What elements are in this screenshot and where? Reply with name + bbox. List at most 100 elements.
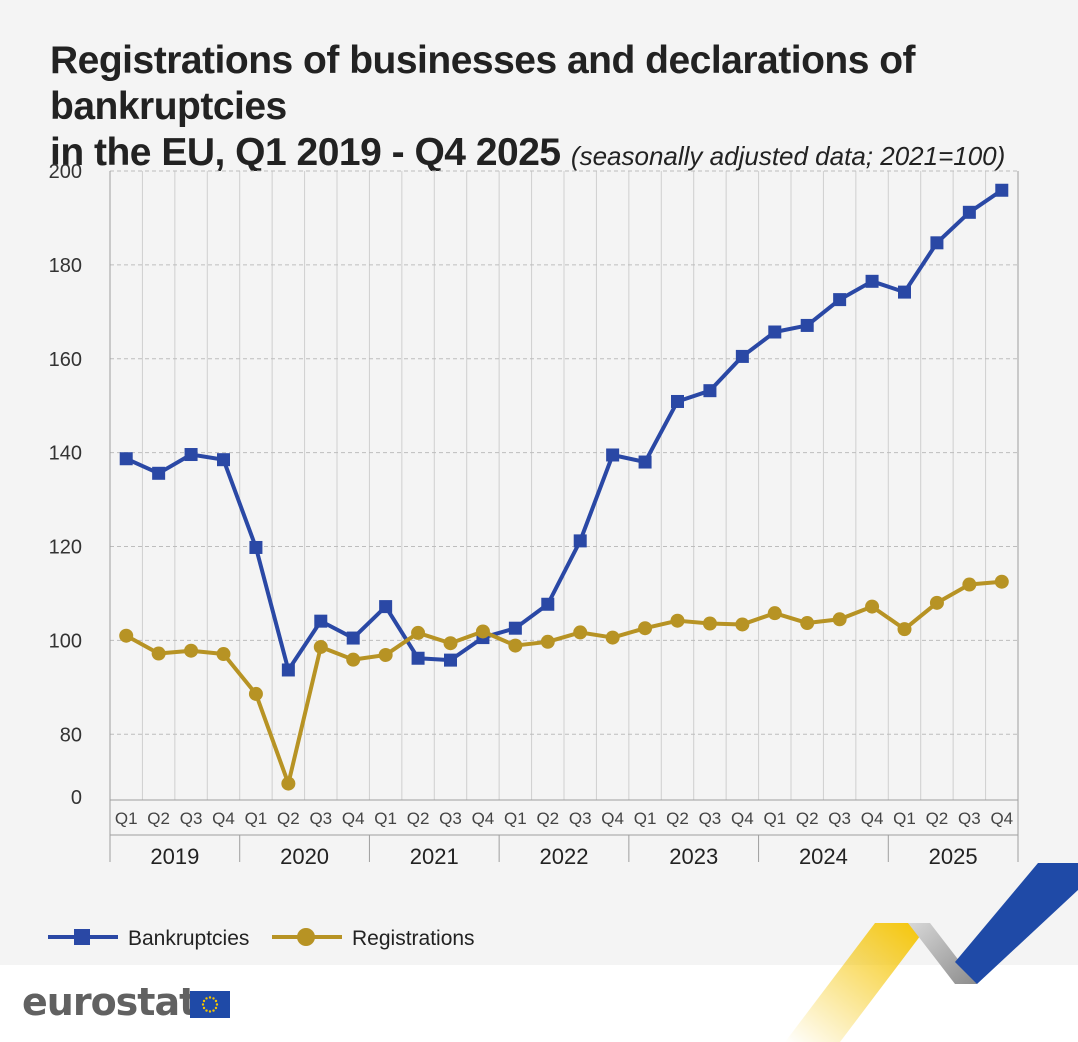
bankruptcies-marker [184,448,198,462]
line-chart: 200 180 160 140 120 100 80 0 Q1 Q2 Q3 Q4 Q1 Q2 Q3 Q4 Q1 Q… [48,161,1019,950]
bankruptcies-marker [444,653,457,667]
bankruptcies-marker [865,274,879,288]
eu-flag-icon [190,991,230,1018]
bankruptcies-marker [995,183,1009,197]
deco-yellow-stripe [785,923,930,1042]
bankruptcies-marker [411,651,425,665]
y-tick-label: 160 [49,349,82,371]
x-tick-label-quarter: Q3 [309,809,332,828]
bankruptcies-marker [314,614,328,628]
decorative-chevron-graphic [785,863,1078,1042]
x-tick-label-quarter: Q4 [990,809,1013,828]
registrations-marker [411,625,426,640]
bankruptcies-marker [573,534,587,548]
x-tick-label-quarter: Q3 [828,809,851,828]
registrations-marker [248,686,263,701]
registrations-marker [767,606,782,621]
registrations-marker [346,652,361,667]
x-tick-label-quarter: Q2 [147,809,170,828]
y-tick-label: 80 [60,724,82,746]
registrations-marker [605,630,620,645]
y-axis-break-label: 0 [71,787,82,809]
x-tick-label-year: 2023 [669,844,718,869]
bankruptcies-marker [930,236,944,250]
registrations-marker [865,599,880,614]
bankruptcies-line [125,188,1003,672]
registrations-marker [508,638,523,653]
x-tick-label-quarter: Q2 [536,809,559,828]
bankruptcies-marker [671,394,684,408]
x-tick-label-quarter: Q4 [601,809,624,828]
bankruptcies-marker [703,384,717,398]
bankruptcies-marker [833,293,847,307]
x-tick-label-year: 2025 [929,844,978,869]
x-tick-label-quarter: Q3 [180,809,203,828]
registrations-marker [281,776,296,791]
bankruptcies-marker [281,663,295,677]
registrations-marker [475,624,490,639]
registrations-marker [638,621,653,636]
chart-subtitle: (seasonally adjusted data; 2021=100) [570,141,1006,171]
registrations-marker [800,616,815,631]
registrations-marker [994,574,1009,589]
registrations-marker [313,639,328,654]
bankruptcies-marker [638,455,652,469]
x-tick-label-year: 2024 [799,844,848,869]
bankruptcies-marker [541,597,555,611]
registrations-marker [184,643,199,658]
registrations-marker [216,647,231,662]
x-tick-label-quarter: Q1 [893,809,916,828]
bankruptcies-marker [152,466,166,480]
x-tick-label-quarter: Q1 [245,809,268,828]
x-tick-label-quarter: Q4 [212,809,235,828]
y-tick-label: 100 [49,630,82,652]
y-tick-label: 140 [49,443,82,465]
registrations-marker [119,628,134,643]
registrations-marker [378,647,393,662]
bankruptcies-marker [346,631,360,645]
registrations-marker [573,625,588,640]
x-tick-label-quarter: Q3 [439,809,462,828]
legend-bankruptcies-marker [74,929,90,945]
x-tick-label-quarter: Q3 [958,809,981,828]
x-tick-label-year: 2019 [150,844,199,869]
bankruptcies-marker [508,621,522,635]
registrations-line [125,579,1002,786]
x-tick-label-quarter: Q1 [504,809,527,828]
x-tick-label-quarter: Q1 [763,809,786,828]
bankruptcies-marker [800,318,814,332]
footer-band [0,965,1078,1042]
bankruptcies-marker [249,540,263,554]
bankruptcies-marker [962,205,976,219]
bankruptcies-marker [735,349,749,363]
deco-grey-stripe [908,923,977,984]
x-tick-label-quarter: Q2 [666,809,689,828]
x-tick-label-quarter: Q3 [699,809,722,828]
x-tick-label-quarter: Q2 [926,809,949,828]
registrations-marker [929,595,944,610]
bankruptcies-marker [217,453,230,467]
registrations-marker [540,634,555,649]
registrations-marker [151,646,166,661]
registrations-marker [670,613,685,628]
legend-registrations-label: Registrations [352,927,475,950]
bankruptcies-marker [119,452,133,466]
title-line-2: in the EU, Q1 2019 - Q4 2025 [50,131,561,174]
y-tick-label: 200 [49,161,82,183]
deco-blue-stripe [955,863,1078,984]
x-tick-label-quarter: Q2 [277,809,300,828]
legend-registrations-marker [297,928,315,946]
eurostat-logo: eurostat [22,980,197,1024]
x-tick-label-year: 2022 [540,844,589,869]
x-tick-label-quarter: Q1 [374,809,397,828]
registrations-marker [832,612,847,627]
registrations-marker [443,636,458,651]
registrations-marker [735,617,750,632]
chart-title: Registrations of businesses and declarat… [50,38,1050,179]
y-tick-label: 180 [49,255,82,277]
x-tick-label-quarter: Q3 [569,809,592,828]
x-tick-label-year: 2021 [410,844,459,869]
x-tick-label-year: 2020 [280,844,329,869]
x-tick-label-quarter: Q4 [472,809,495,828]
bankruptcies-marker [768,325,782,339]
